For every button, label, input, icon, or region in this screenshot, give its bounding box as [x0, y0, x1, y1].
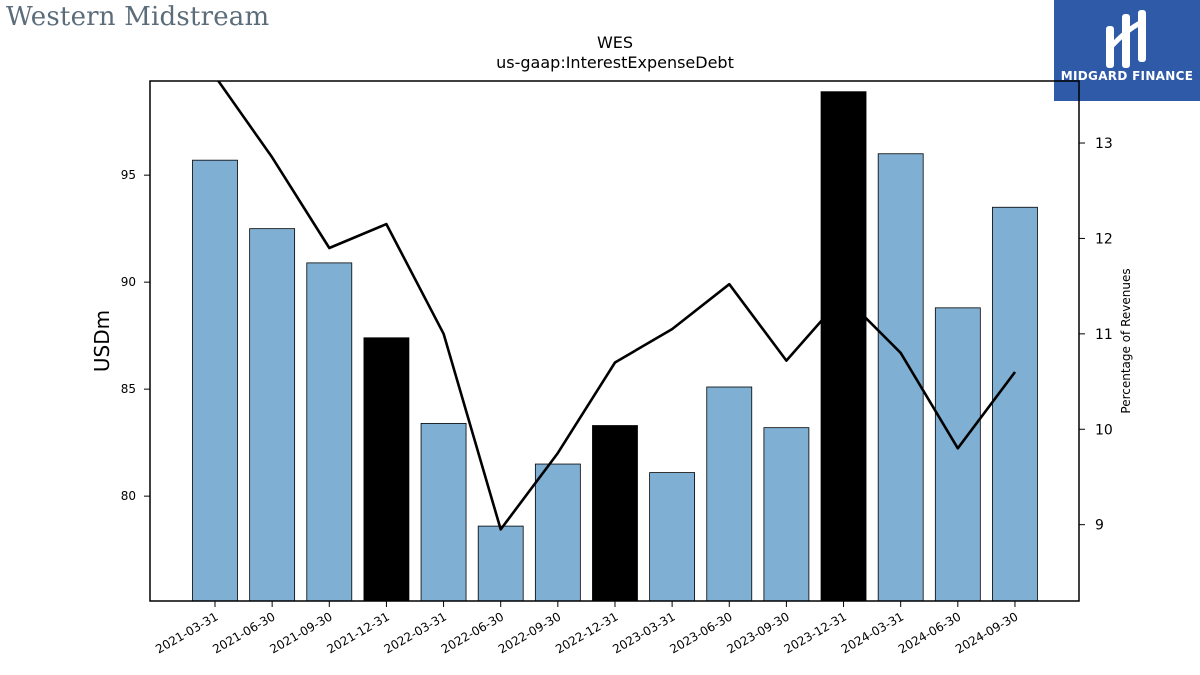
brand-logo-icon	[1106, 10, 1146, 68]
x-tick-label: 2023-09-30	[724, 609, 791, 656]
bar	[192, 159, 238, 602]
bar-series	[192, 91, 1038, 602]
x-tick-label: 2023-06-30	[667, 609, 734, 656]
bar	[820, 91, 867, 602]
y-tick-label: 95	[121, 168, 136, 182]
brand-badge: MIDGARD FINANCE	[1054, 0, 1200, 101]
brand-name: MIDGARD FINANCE	[1060, 69, 1194, 83]
x-tick-label: 2022-09-30	[496, 609, 563, 656]
x-tick-label: 2022-03-31	[382, 609, 449, 656]
y2-tick-label: 9	[1095, 518, 1104, 534]
bar	[477, 525, 524, 602]
x-tick-label: 2024-06-30	[896, 609, 963, 656]
bar	[420, 422, 467, 602]
y2-axis-label: Percentage of Revenues	[1119, 268, 1133, 413]
y2-tick-label: 12	[1095, 231, 1113, 247]
y-tick-label: 90	[121, 275, 136, 289]
y-tick-label: 85	[121, 382, 136, 396]
line-path	[216, 81, 1017, 531]
x-tick-label: 2021-06-30	[210, 609, 277, 656]
bar	[249, 228, 296, 602]
y2-tick-label: 13	[1095, 136, 1113, 152]
line-series	[216, 81, 1017, 531]
x-tick-label: 2021-09-30	[267, 609, 334, 656]
bar	[763, 427, 810, 602]
company-logo: Western Midstream	[6, 2, 270, 32]
chart-title: WES	[597, 33, 633, 52]
x-tick-label: 2024-03-31	[839, 609, 906, 656]
x-tick-label: 2021-12-31	[325, 609, 392, 656]
bar	[706, 386, 753, 602]
bar	[649, 472, 696, 602]
x-axis: 2021-03-312021-06-302021-09-302021-12-31…	[153, 601, 1020, 656]
bar	[534, 463, 581, 602]
y-axis-label: USDm	[90, 310, 114, 372]
y2-tick-label: 11	[1095, 327, 1113, 343]
x-tick-label: 2023-03-31	[610, 609, 677, 656]
chart-subtitle: us-gaap:InterestExpenseDebt	[496, 53, 734, 72]
x-tick-label: 2022-12-31	[553, 609, 620, 656]
y2-tick-label: 10	[1095, 422, 1113, 438]
bar	[306, 262, 353, 602]
x-tick-label: 2023-12-31	[782, 609, 849, 656]
bar	[363, 337, 410, 602]
bar	[934, 307, 981, 602]
right-axis: 9 10 11 12 13	[1079, 136, 1113, 534]
bar	[992, 206, 1038, 602]
x-tick-label: 2022-06-30	[439, 609, 506, 656]
x-tick-label: 2021-03-31	[153, 609, 220, 656]
bar	[592, 425, 638, 602]
x-tick-label: 2024-09-30	[953, 609, 1020, 656]
y-tick-label: 80	[121, 489, 136, 503]
left-axis: 80 85 90 95	[121, 168, 150, 503]
